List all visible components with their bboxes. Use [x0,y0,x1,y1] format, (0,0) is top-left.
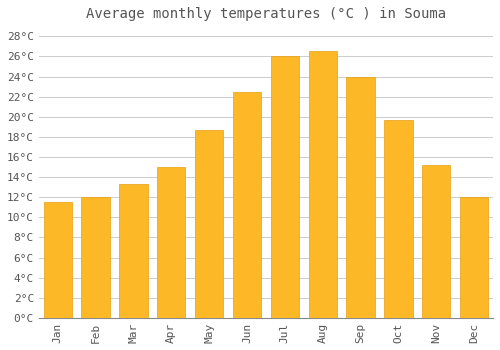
Bar [346,77,375,318]
Bar [44,202,72,318]
Bar [460,197,488,318]
Bar [157,167,186,318]
Bar [119,184,148,318]
Bar [82,197,110,318]
Bar [384,120,412,318]
Bar [195,130,224,318]
Bar [270,56,299,318]
Bar [308,51,337,318]
Title: Average monthly temperatures (°C ) in Souma: Average monthly temperatures (°C ) in So… [86,7,446,21]
Bar [233,92,261,318]
Bar [422,165,450,318]
